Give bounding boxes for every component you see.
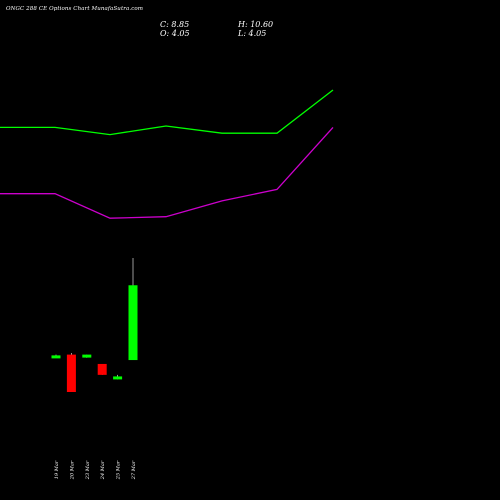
x-tick-label: 19 Mar bbox=[54, 460, 60, 479]
x-tick-label: 23 Mar bbox=[85, 460, 91, 480]
candles-layer bbox=[51, 258, 138, 392]
candle-body bbox=[51, 355, 61, 359]
candle-body bbox=[128, 285, 138, 361]
x-tick-label: 25 Mar bbox=[116, 460, 122, 480]
high-readout: H: 10.60 bbox=[238, 20, 274, 29]
x-axis: 19 Mar 20 Mar 23 Mar 24 Mar 25 Mar 27 Mar bbox=[54, 460, 137, 480]
upper-band-line bbox=[0, 89, 334, 136]
candle-body bbox=[66, 354, 76, 392]
x-tick-label: 20 Mar bbox=[69, 460, 75, 480]
low-readout: L: 4.05 bbox=[238, 29, 267, 38]
candle-body bbox=[113, 376, 123, 380]
chart-title: ONGC 288 CE Options Chart MunafaSutra.co… bbox=[6, 6, 144, 12]
open-readout: O: 4.05 bbox=[160, 29, 190, 38]
lower-band-line bbox=[0, 126, 334, 219]
candle-body bbox=[97, 363, 107, 375]
close-readout: C: 8.85 bbox=[160, 20, 190, 29]
candle-body bbox=[82, 354, 92, 358]
x-tick-label: 24 Mar bbox=[100, 460, 106, 480]
bands-layer bbox=[0, 89, 334, 219]
x-tick-label: 27 Mar bbox=[131, 460, 137, 480]
